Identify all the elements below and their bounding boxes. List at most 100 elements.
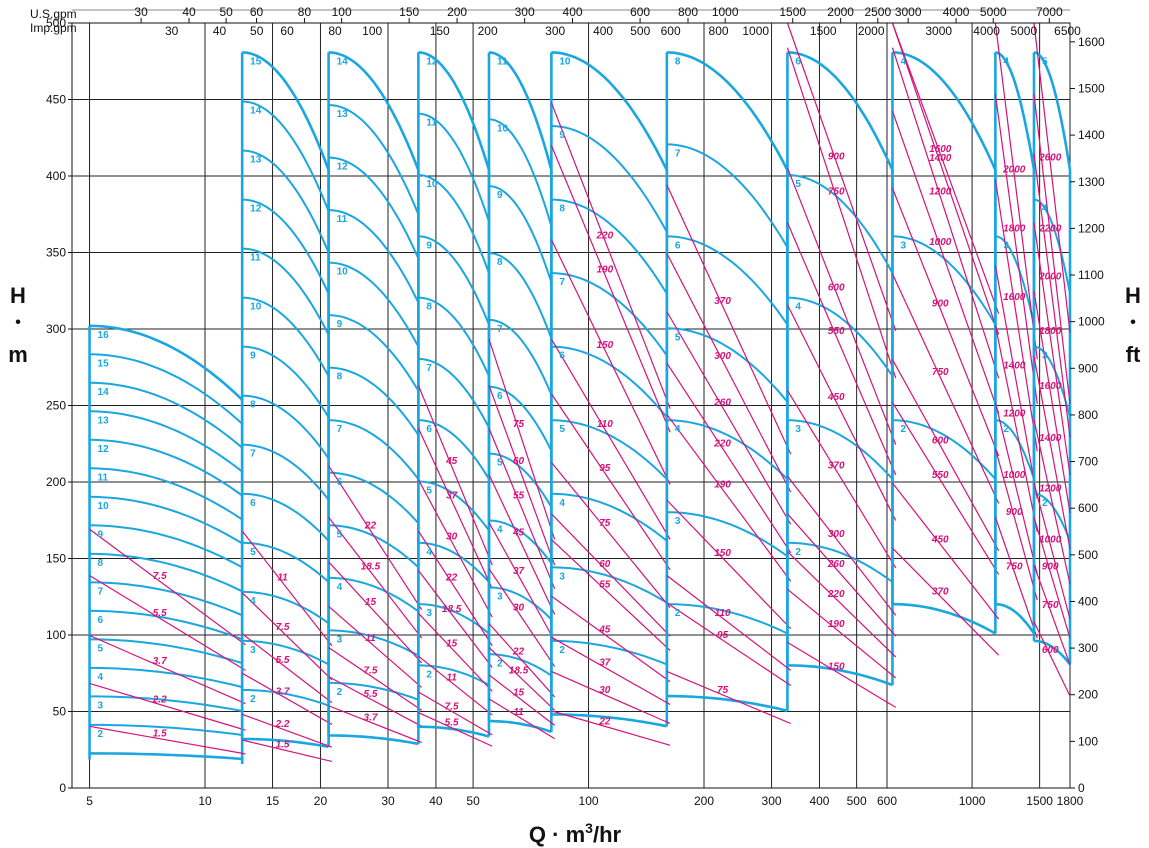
stage-label: 3: [675, 516, 681, 527]
power-line: [891, 482, 1000, 620]
power-label: 45: [598, 625, 611, 636]
power-label: 110: [597, 419, 613, 430]
imp-gpm-tick-label: 6500: [1054, 24, 1081, 38]
power-line: [891, 110, 1000, 414]
power-line: [1033, 222, 1071, 476]
stage-label: 5: [337, 529, 343, 540]
power-line: [787, 641, 897, 708]
power-line: [994, 179, 1038, 452]
head-curve: [242, 149, 330, 253]
power-line: [994, 22, 1038, 360]
stage-label: 2: [337, 687, 343, 698]
power-label: 37: [513, 566, 525, 577]
y-right-tick-label: 400: [1078, 594, 1098, 608]
imp-gpm-tick-label: 600: [661, 24, 681, 38]
power-label: 15: [513, 688, 525, 699]
power-line: [328, 705, 422, 744]
head-curve: [995, 235, 1035, 325]
us-gpm-tick-label: 1000: [712, 5, 739, 19]
stage-label: 15: [98, 358, 110, 369]
power-label: 18.5: [509, 666, 529, 677]
power-label: 3.7: [153, 656, 167, 667]
power-line: [328, 646, 423, 711]
axes: 5 10 15 20 30 40 50 100 200 300 400 500 600 1000 1500 1…: [46, 5, 1105, 808]
y-left-tick-label: 450: [46, 93, 66, 107]
power-label: 300: [828, 529, 845, 540]
power-line: [488, 427, 556, 590]
us-gpm-tick-label: 7000: [1036, 5, 1063, 19]
power-line: [242, 739, 333, 763]
stage-label: 7: [98, 586, 104, 597]
power-label: 1600: [929, 144, 952, 155]
imp-gpm-tick-label: 60: [280, 24, 294, 38]
imp-gpm-tick-label: 150: [430, 24, 450, 38]
stage-label: 2: [900, 424, 906, 435]
stage-label: 4: [426, 547, 432, 558]
stage-label: 5: [250, 547, 256, 558]
power-line: [1033, 517, 1071, 639]
y-right-tick-label: 1200: [1078, 221, 1105, 235]
power-label: 30: [446, 532, 458, 543]
head-curve: [242, 492, 330, 542]
x-tick-label: 1800: [1057, 794, 1084, 808]
us-gpm-tick-label: 4000: [943, 5, 970, 19]
head-curve: [89, 495, 243, 545]
head-curve: [328, 734, 419, 746]
power-line: [786, 513, 897, 637]
x-tick-label: 15: [266, 794, 280, 808]
power-label: 37: [446, 490, 458, 501]
imp-gpm-tick-label: 500: [630, 24, 650, 38]
power-label: 2.2: [275, 719, 290, 730]
power-line: [488, 674, 556, 726]
power-label: 1200: [1039, 484, 1062, 495]
power-line: [488, 568, 556, 667]
y-left-tick-label: 50: [53, 705, 67, 719]
head-curve: [89, 438, 243, 497]
power-label: 75: [717, 685, 729, 696]
x-tick-label: 20: [314, 794, 328, 808]
power-label: 150: [596, 340, 613, 351]
y-right-tick-label: 300: [1078, 641, 1098, 655]
head-curve: [666, 511, 788, 558]
power-label: 75: [599, 518, 611, 529]
head-curve: [242, 590, 330, 625]
y-right-tick-label: 200: [1078, 688, 1098, 702]
x-axis-title: Q · m3/hr: [529, 820, 622, 847]
right-axis-title-bottom: ft: [1126, 342, 1141, 367]
imp-gpm-tick-label: 1000: [742, 24, 769, 38]
stage-label: 4: [900, 56, 906, 67]
stage-label: 3: [1042, 351, 1048, 362]
head-curve: [995, 419, 1035, 480]
x-tick-label: 50: [466, 794, 480, 808]
power-line: [1033, 419, 1071, 585]
stage-label: 2: [497, 658, 503, 669]
stage-label: 16: [98, 330, 110, 341]
stage-label: 6: [426, 424, 432, 435]
head-curve: [89, 695, 243, 712]
head-curve: [242, 247, 330, 336]
x-tick-label: 5: [86, 794, 93, 808]
power-line: [786, 304, 897, 521]
head-curve: [666, 694, 788, 713]
us-gpm-tick-label: 60: [250, 5, 264, 19]
head-curve: [328, 419, 420, 480]
stage-label: 15: [250, 56, 262, 67]
power-label: 370: [714, 296, 731, 307]
stage-label: 2: [559, 645, 565, 656]
x-tick-label: 1000: [959, 794, 986, 808]
head-curve: [489, 653, 552, 677]
head-curve: [418, 174, 490, 274]
power-label: 7.5: [445, 701, 459, 712]
power-label: 11: [277, 573, 288, 584]
stage-label: 4: [250, 596, 256, 607]
head-curve: [242, 541, 330, 583]
stage-label: 5: [98, 643, 104, 654]
head-curve: [89, 467, 243, 521]
us-gpm-tick-label: 200: [447, 5, 467, 19]
power-line: [891, 22, 1000, 335]
stage-label: 3: [426, 608, 432, 619]
head-curve: [242, 688, 329, 707]
y-left-tick-label: 250: [46, 399, 66, 413]
x-tick-label: 200: [694, 794, 714, 808]
power-label: 1000: [1039, 534, 1062, 545]
